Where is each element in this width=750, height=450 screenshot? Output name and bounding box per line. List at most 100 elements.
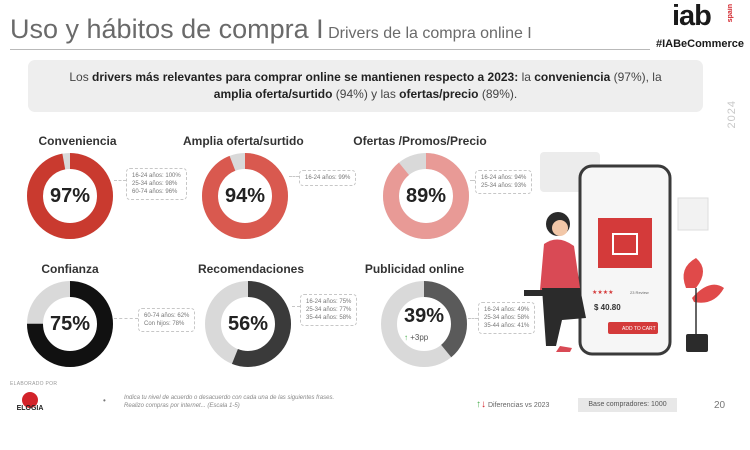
intro-bold: drivers más relevantes para comprar onli…: [92, 70, 519, 84]
donut-value-amplia-oferta: 94%: [224, 184, 266, 207]
note-connector: [114, 180, 126, 181]
note-line: 35-44 años: 58%: [306, 315, 352, 321]
donut-arc-recomendaciones: [205, 281, 291, 367]
donut-arc-publicidad: [381, 281, 467, 367]
note-line: 16-24 años: 75%: [306, 299, 352, 305]
title-main: Uso y hábitos de compra I: [10, 14, 324, 44]
shopping-illustration: ADD TO CART $ 40.80 ★★★★ 23 Review: [524, 152, 724, 356]
donut-arc-amplia-oferta: [202, 153, 288, 239]
note-connector: [289, 176, 299, 177]
note-line: 25-34 años: 58%: [484, 315, 530, 321]
stars-icon: ★★★★: [592, 289, 614, 296]
donut-label-publicidad: Publicidad online: [364, 262, 465, 276]
intro-text: (97%), la: [610, 70, 662, 84]
note-ofertas: 16-24 años: 94% 25-34 años: 93%: [475, 170, 533, 194]
note-connector: [470, 180, 475, 181]
intro-text: Los: [69, 70, 93, 84]
intro-text: (89%).: [478, 87, 518, 101]
person-shoe: [556, 346, 572, 352]
donut-value-conveniencia: 97%: [49, 184, 91, 207]
donut-chart-recomendaciones: [205, 281, 291, 367]
difference-legend-label: Diferencias vs 2023: [487, 402, 550, 409]
intro-box: Los drivers más relevantes para comprar …: [28, 60, 703, 112]
lamp-shade: [677, 197, 709, 231]
iab-logo: iab: [672, 0, 712, 32]
change-value: +3pp: [410, 333, 429, 342]
donut-amplia-oferta: 94%: [201, 152, 289, 240]
add-to-cart-shape: [608, 322, 658, 334]
year-label: 2024: [726, 100, 738, 129]
note-line: 16-24 años: 100%: [132, 173, 181, 179]
note-recomendaciones: 16-24 años: 75% 25-34 años: 77% 35-44 añ…: [300, 294, 358, 326]
note-line: 16-24 años: 49%: [484, 307, 530, 313]
person-face: [552, 220, 568, 236]
base-label: Base compradores: 1000: [578, 398, 677, 412]
note-line: 25-34 años: 93%: [481, 183, 527, 189]
title-sub: Drivers de la compra online I: [328, 25, 532, 42]
footnote-line: Realizo compras por internet... (Escala …: [124, 403, 240, 409]
donut-chart-ofertas: [383, 153, 469, 239]
donut-arc-ofertas: [383, 153, 469, 239]
intro-bold: ofertas/precio: [399, 87, 479, 101]
intro-bold: amplia oferta/surtido: [213, 87, 333, 101]
note-line: 60-74 años: 62%: [144, 313, 190, 319]
donut-ofertas: 89%: [382, 152, 470, 240]
plant-leaf-icon: [692, 284, 724, 303]
donut-value-ofertas: 89%: [405, 184, 447, 207]
person-body: [540, 239, 580, 290]
credit-label: ELABORADO POR: [10, 381, 58, 387]
donut-confianza: 75%: [26, 280, 114, 368]
add-to-cart-label: ADD TO CART: [622, 326, 656, 332]
elogia-logo-mark: [22, 392, 38, 408]
down-arrow-icon: ↓: [481, 399, 486, 410]
donut-chart-publicidad: [381, 281, 467, 367]
chair-icon: [612, 233, 638, 255]
note-line: 60-74 años: 96%: [132, 189, 178, 195]
note-connector: [292, 306, 300, 307]
donut-value-publicidad: 39%: [403, 304, 445, 327]
reviews-label: 23 Review: [630, 290, 649, 295]
plant-leaf-icon: [683, 258, 703, 288]
donut-value-confianza: 75%: [49, 312, 91, 335]
bench-shape: [524, 290, 570, 296]
person-legs: [542, 288, 586, 346]
note-conveniencia: 16-24 años: 100% 25-34 años: 98% 60-74 a…: [126, 168, 187, 200]
donut-label-recomendaciones: Recomendaciones: [197, 262, 305, 276]
intro-bold: conveniencia: [534, 70, 611, 84]
note-line: Con hijos: 78%: [144, 321, 185, 327]
donut-label-ofertas: Ofertas /Promos/Precio: [353, 134, 487, 148]
up-arrow-icon: ↑: [476, 399, 481, 410]
note-amplia-oferta: 16-24 años: 99%: [299, 170, 357, 186]
donut-label-amplia-oferta: Amplia oferta/surtido: [183, 134, 304, 148]
page-number: 20: [714, 400, 726, 411]
footnote: Indica tu nivel de acuerdo o desacuerdo …: [124, 394, 334, 410]
note-confianza: 60-74 años: 62% Con hijos: 78%: [138, 308, 196, 332]
donut-arc-confianza: [27, 281, 113, 367]
up-arrow-icon: ↑: [404, 333, 408, 342]
donut-arc-conveniencia: [27, 153, 113, 239]
note-line: 25-34 años: 77%: [306, 307, 352, 313]
note-connector: [114, 318, 138, 319]
hashtag: #IABeCommerce: [655, 38, 744, 50]
footnote-bullet: •: [103, 396, 106, 405]
price-label: $ 40.80: [594, 303, 621, 312]
donut-label-conveniencia: Conveniencia: [38, 134, 117, 148]
note-publicidad: 16-24 años: 49% 25-34 años: 58% 35-44 añ…: [478, 302, 536, 334]
note-line: 25-34 años: 98%: [132, 181, 178, 187]
donut-chart-amplia-oferta: [202, 153, 288, 239]
plant-pot: [686, 334, 708, 352]
donut-publicidad: 39%: [380, 280, 468, 368]
title-underline: [10, 49, 650, 50]
donut-value-recomendaciones: 56%: [227, 312, 269, 335]
donut-label-confianza: Confianza: [41, 262, 99, 276]
difference-legend: ↑↓ Diferencias vs 2023: [476, 399, 549, 410]
note-connector: [468, 318, 478, 319]
note-line: 16-24 años: 94%: [481, 175, 527, 181]
intro-text: (94%) y las: [332, 87, 400, 101]
intro-text: la: [518, 70, 535, 84]
footnote-line: Indica tu nivel de acuerdo o desacuerdo …: [124, 395, 335, 401]
note-line: 35-44 años: 41%: [484, 323, 530, 329]
product-card: [598, 218, 652, 268]
donut-chart-conveniencia: [27, 153, 113, 239]
iab-logo-country: spain: [727, 4, 734, 23]
